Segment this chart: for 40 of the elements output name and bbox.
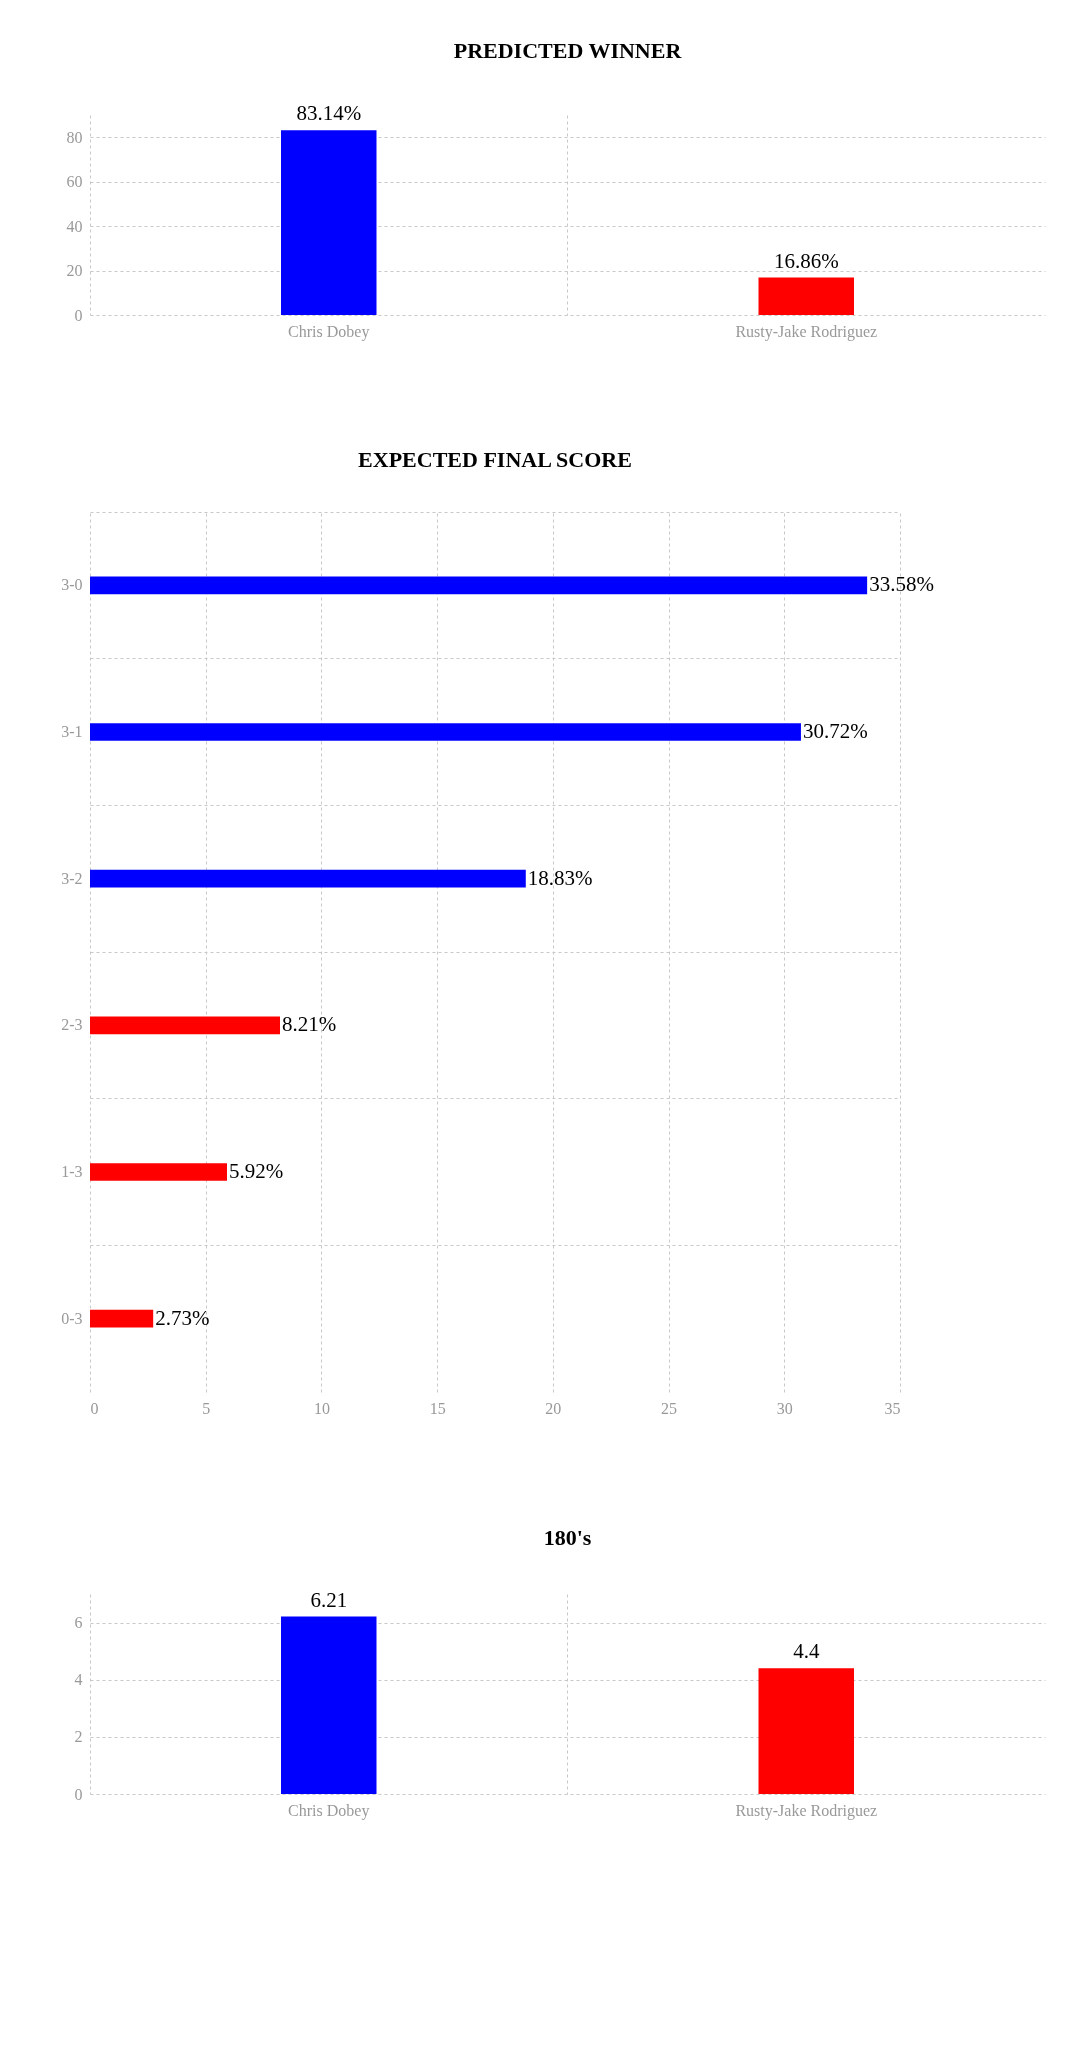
y-tick-label: 40	[66, 217, 83, 235]
y-tick-label: 0	[74, 306, 83, 324]
y-tick-label: 3-0	[61, 576, 83, 594]
data-label: 83.14%	[296, 101, 362, 126]
data-label: 33.58%	[869, 572, 934, 597]
x-tick-label: 5	[202, 1399, 211, 1417]
chart-title: 180's	[543, 1524, 592, 1550]
y-tick-label: 2	[74, 1728, 83, 1746]
y-tick-label: 60	[66, 173, 83, 191]
x-tick-label: Chris Dobey	[288, 322, 370, 341]
data-label: 5.92%	[229, 1159, 284, 1183]
data-label: 2.73%	[155, 1305, 210, 1330]
data-label: 4.4	[793, 1639, 820, 1664]
x-tick-label: Chris Dobey	[288, 1801, 370, 1820]
y-tick-label: 0-3	[61, 1309, 83, 1327]
x-tick-label: 35	[884, 1399, 901, 1417]
y-tick-label: 6	[74, 1614, 83, 1632]
x-tick-label: 10	[313, 1399, 330, 1417]
x-tick-label: 20	[545, 1399, 562, 1417]
x-tick-label: 0	[90, 1399, 99, 1417]
y-tick-label: 1-3	[61, 1163, 83, 1180]
x-tick-label: 30	[776, 1399, 793, 1417]
x-tick-label: 15	[429, 1399, 446, 1417]
y-tick-label: 2-3	[61, 1016, 83, 1034]
chart-title: PREDICTED WINNER	[453, 38, 683, 64]
x-tick-label: Rusty-Jake Rodriguez	[735, 322, 878, 341]
y-tick-label: 4	[74, 1671, 83, 1689]
data-label: 30.72%	[802, 719, 868, 743]
data-label: 16.86%	[773, 248, 839, 273]
chart-title: EXPECTED FINAL SCORE	[358, 447, 632, 472]
data-label: 8.21%	[282, 1012, 337, 1037]
y-tick-label: 20	[66, 262, 83, 280]
y-tick-label: 3-1	[61, 723, 83, 740]
y-tick-label: 3-2	[61, 869, 83, 887]
y-tick-label: 80	[66, 128, 83, 146]
y-tick-label: 0	[74, 1785, 83, 1803]
data-label: 6.21	[310, 1587, 348, 1612]
data-label: 18.83%	[527, 865, 593, 890]
x-tick-label: 25	[661, 1399, 678, 1417]
x-tick-label: Rusty-Jake Rodriguez	[735, 1801, 878, 1820]
